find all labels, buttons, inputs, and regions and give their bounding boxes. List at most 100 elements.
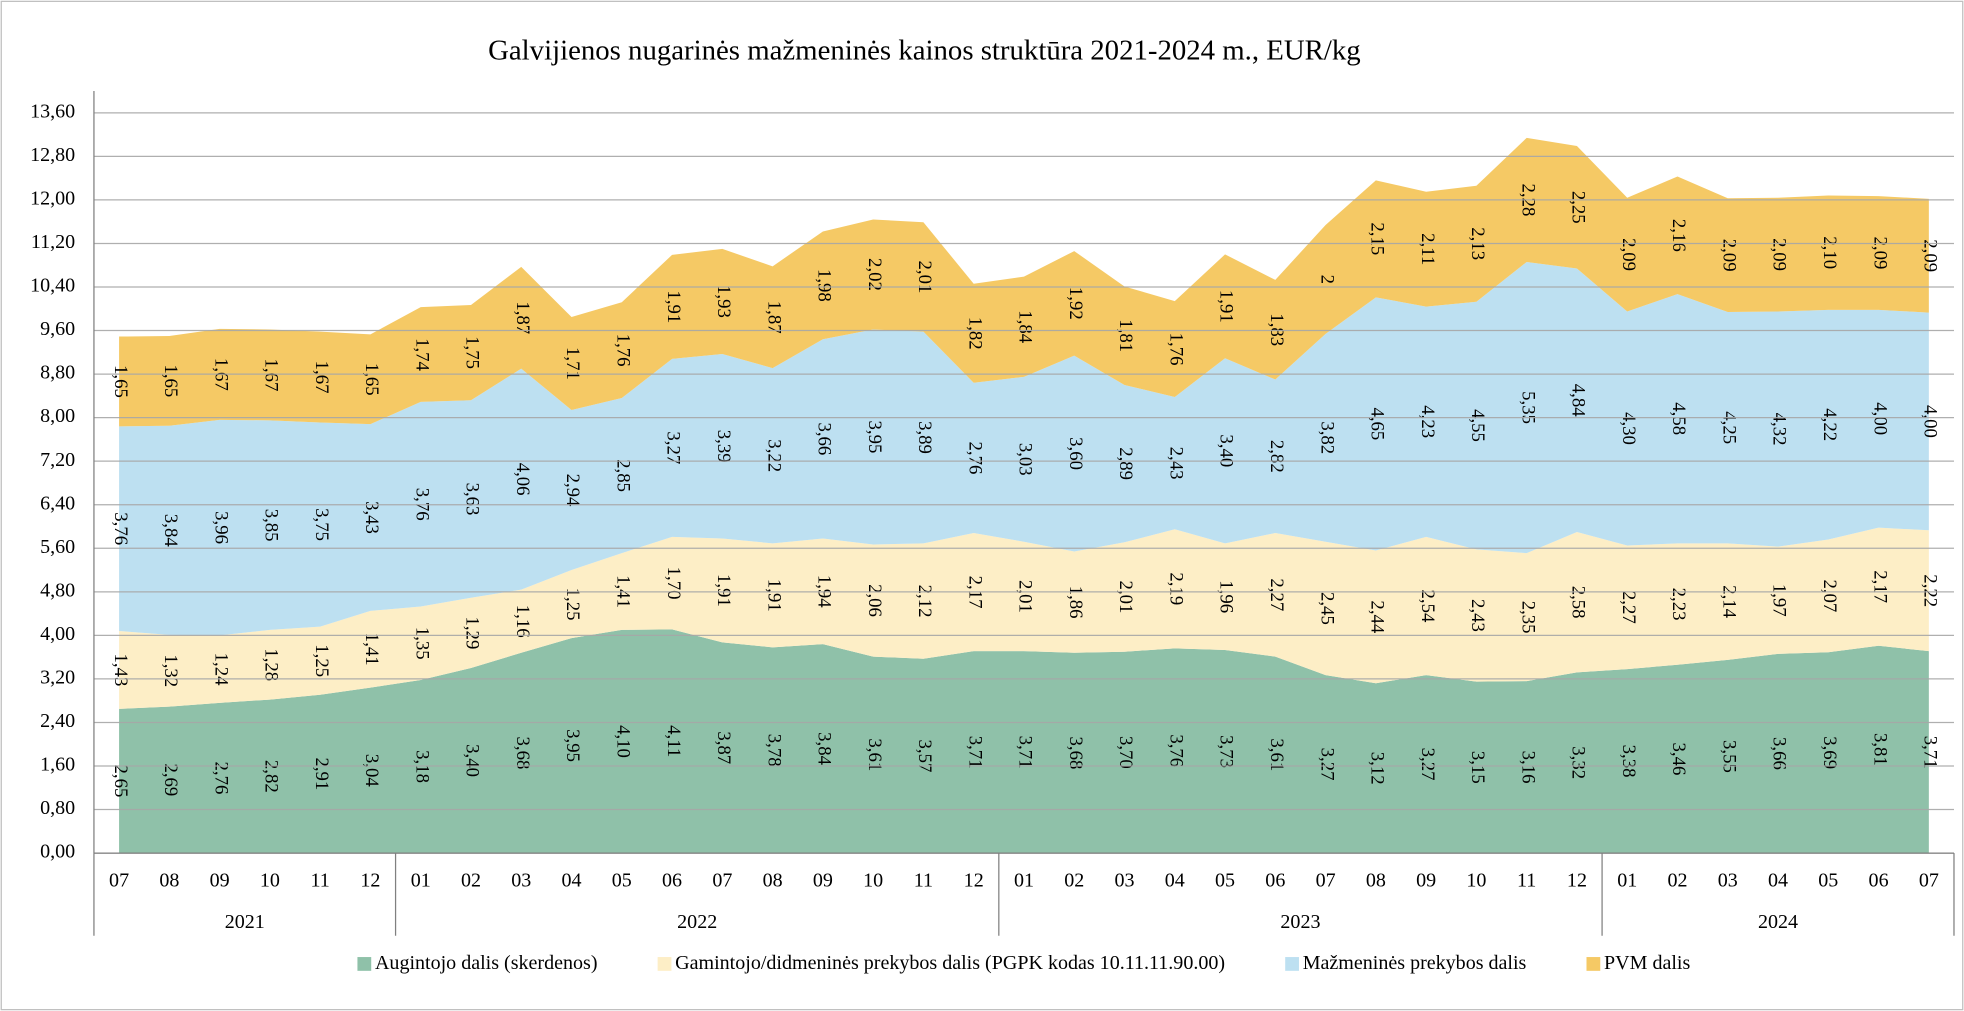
x-tick-label: 02 <box>461 869 481 891</box>
x-tick-label: 07 <box>712 869 732 891</box>
y-tick-label: 13,60 <box>30 100 75 122</box>
x-group-label: 2021 <box>225 911 265 933</box>
data-label: 3,78 <box>763 734 784 767</box>
data-label: 3,38 <box>1618 745 1639 778</box>
x-tick-label: 05 <box>612 869 632 891</box>
y-tick-label: 7,20 <box>40 449 75 471</box>
data-label: 1,32 <box>160 654 181 687</box>
data-label: 3,75 <box>311 508 332 541</box>
data-label: 2,54 <box>1417 590 1438 623</box>
data-label: 3,61 <box>1266 738 1287 771</box>
data-label: 1,74 <box>411 338 432 371</box>
data-label: 4,00 <box>1920 405 1941 438</box>
data-label: 3,12 <box>1367 752 1388 785</box>
data-label: 2,02 <box>864 258 885 291</box>
data-label: 3,84 <box>814 732 835 765</box>
data-label: 1,97 <box>1769 584 1790 617</box>
data-label: 1,96 <box>1216 580 1237 613</box>
x-tick-label: 08 <box>159 869 179 891</box>
data-label: 2,17 <box>1869 570 1890 603</box>
data-label: 2,76 <box>964 441 985 474</box>
data-label: 1,75 <box>462 336 483 369</box>
y-tick-label: 12,80 <box>30 144 75 166</box>
y-tick-label: 0,00 <box>40 841 75 863</box>
data-label: 3,76 <box>110 512 131 545</box>
x-tick-label: 02 <box>1064 869 1084 891</box>
data-label: 4,25 <box>1718 411 1739 444</box>
data-label: 1,25 <box>311 644 332 677</box>
data-label: 3,27 <box>1316 748 1337 781</box>
data-label: 1,67 <box>311 361 332 394</box>
data-label: 2,82 <box>1266 440 1287 473</box>
data-label: 3,87 <box>713 731 734 764</box>
data-label: 3,71 <box>1015 736 1036 769</box>
x-group-label: 2022 <box>677 911 717 933</box>
data-label: 3,39 <box>713 430 734 463</box>
x-tick-label: 03 <box>1114 869 1134 891</box>
data-label: 1,24 <box>210 653 231 686</box>
data-label: 3,68 <box>512 737 533 770</box>
y-tick-label: 6,40 <box>40 492 75 514</box>
data-label: 3,04 <box>361 754 382 787</box>
x-group-label: 2024 <box>1758 911 1798 933</box>
data-label: 1,76 <box>612 334 633 367</box>
data-label: 1,86 <box>1065 586 1086 619</box>
data-label: 2,76 <box>210 762 231 795</box>
data-label: 4,00 <box>1869 402 1890 435</box>
data-label: 2,06 <box>864 584 885 617</box>
y-tick-label: 2,40 <box>40 710 75 732</box>
y-tick-label: 5,60 <box>40 536 75 558</box>
data-label: 2,09 <box>1769 238 1790 271</box>
data-label: 3,03 <box>1015 443 1036 476</box>
data-label: 2,11 <box>1417 233 1438 265</box>
data-label: 4,06 <box>512 463 533 496</box>
data-label: 1,91 <box>663 290 684 323</box>
data-label: 3,84 <box>160 514 181 547</box>
x-tick-label: 08 <box>1366 869 1386 891</box>
data-label: 2,69 <box>160 763 181 796</box>
data-label: 2,01 <box>1115 581 1136 614</box>
x-tick-label: 02 <box>1667 869 1687 891</box>
data-label: 4,11 <box>663 725 684 757</box>
data-label: 3,66 <box>1769 737 1790 770</box>
data-label: 3,95 <box>864 421 885 454</box>
data-label: 1,71 <box>562 347 583 380</box>
data-label: 2,82 <box>261 760 282 793</box>
x-tick-label: 06 <box>662 869 682 891</box>
data-label: 3,60 <box>1065 437 1086 470</box>
data-label: 3,81 <box>1869 733 1890 766</box>
data-label: 4,84 <box>1568 384 1589 417</box>
y-tick-label: 4,00 <box>40 623 75 645</box>
data-label: 3,95 <box>562 729 583 762</box>
x-tick-label: 03 <box>511 869 531 891</box>
data-label: 3,40 <box>462 744 483 777</box>
data-label: 1,83 <box>1266 313 1287 346</box>
data-label: 1,29 <box>462 616 483 649</box>
data-label: 3,32 <box>1568 746 1589 779</box>
data-label: 2,23 <box>1668 588 1689 621</box>
data-label: 2,94 <box>562 474 583 507</box>
data-label: 3,63 <box>462 483 483 516</box>
data-label: 2,10 <box>1819 236 1840 269</box>
legend-swatch <box>357 957 372 971</box>
x-tick-label: 05 <box>1215 869 1235 891</box>
data-label: 1,87 <box>512 301 533 334</box>
x-tick-label: 08 <box>763 869 783 891</box>
data-label: 3,40 <box>1216 434 1237 467</box>
data-label: 2,85 <box>612 459 633 492</box>
data-label: 3,22 <box>763 439 784 472</box>
data-label: 1,81 <box>1115 319 1136 352</box>
data-label: 1,65 <box>160 364 181 397</box>
data-label: 4,22 <box>1819 408 1840 441</box>
data-label: 3,61 <box>864 738 885 771</box>
data-label: 2,09 <box>1920 239 1941 272</box>
data-label: 1,43 <box>110 654 131 687</box>
data-label: 3,71 <box>964 736 985 769</box>
x-tick-label: 06 <box>1869 869 1889 891</box>
data-label: 2,09 <box>1869 237 1890 270</box>
legend-label: PVM dalis <box>1604 952 1690 974</box>
data-label: 1,70 <box>663 567 684 600</box>
data-label: 2,01 <box>1015 580 1036 613</box>
data-label: 1,91 <box>713 574 734 607</box>
